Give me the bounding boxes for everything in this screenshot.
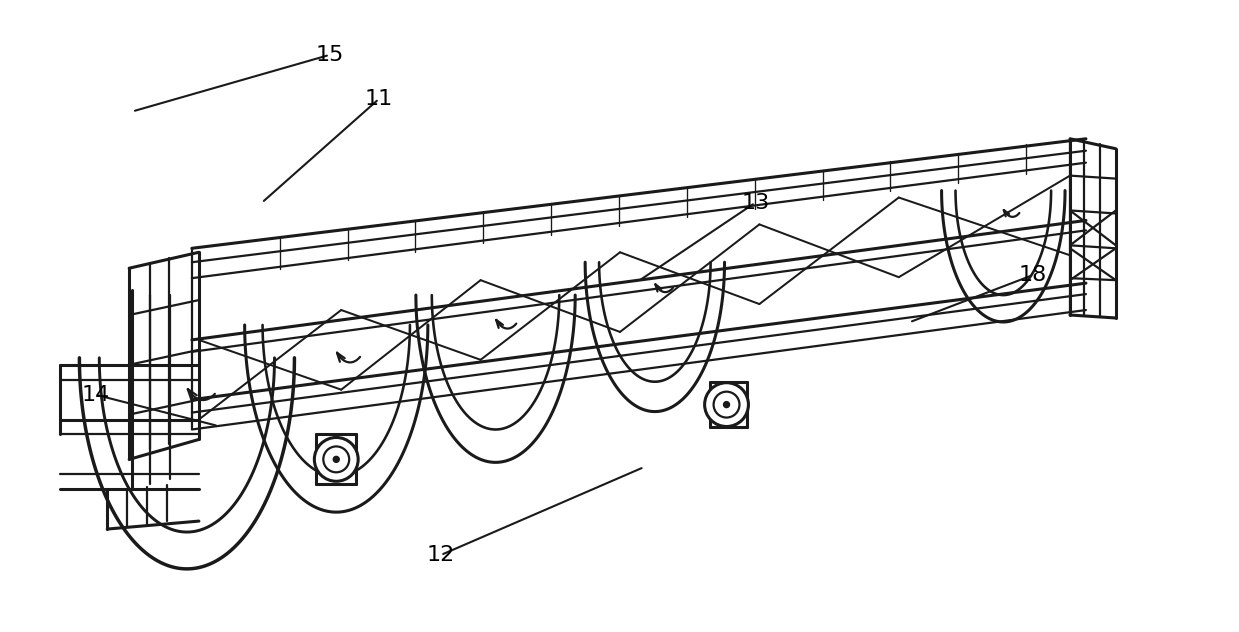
Text: 15: 15 — [316, 45, 343, 65]
Circle shape — [333, 456, 339, 463]
Text: 11: 11 — [364, 89, 393, 109]
Text: 18: 18 — [1018, 265, 1047, 285]
Text: 13: 13 — [741, 193, 769, 213]
Circle shape — [705, 383, 748, 427]
Circle shape — [315, 437, 358, 482]
Circle shape — [724, 401, 730, 408]
Text: 12: 12 — [426, 545, 455, 565]
Text: 14: 14 — [81, 385, 109, 404]
